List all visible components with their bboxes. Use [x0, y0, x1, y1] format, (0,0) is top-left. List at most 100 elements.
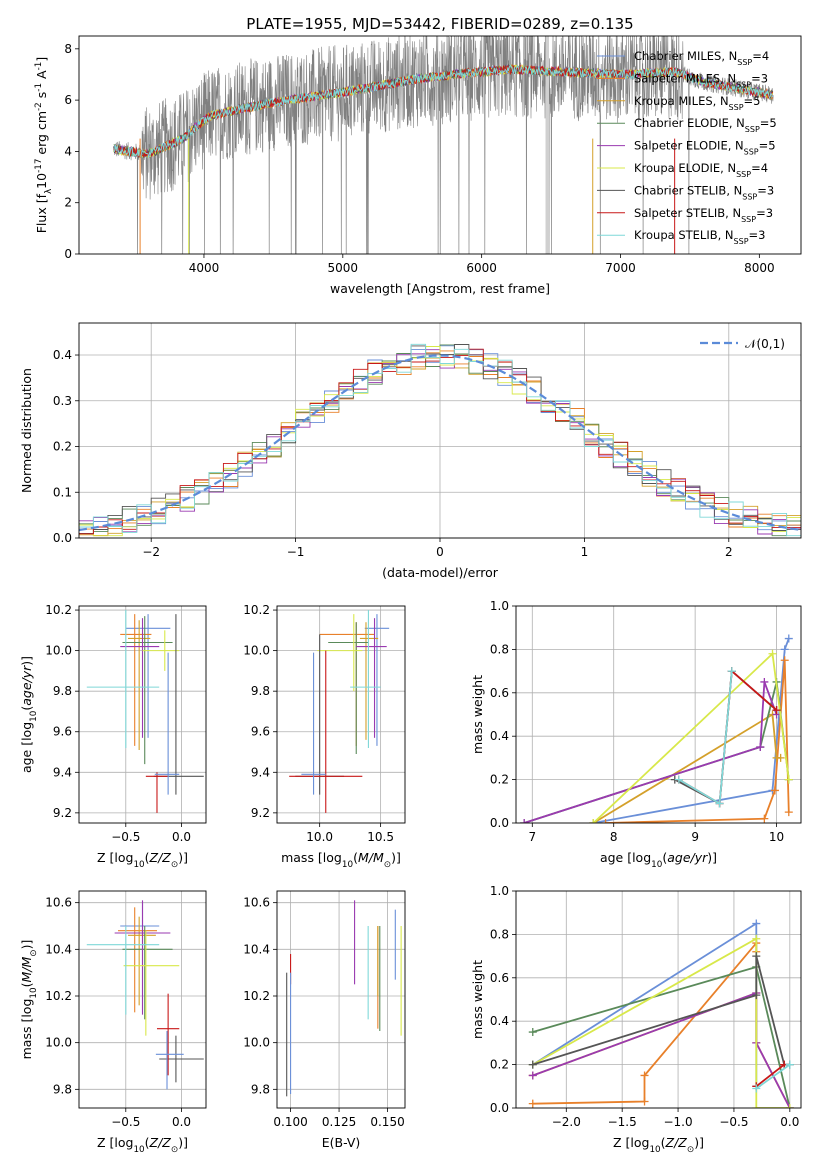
figure-title: PLATE=1955, MJD=53442, FIBERID=0289, z=0… [246, 15, 633, 33]
errorbar-point [328, 622, 369, 755]
x-tick-label: −0.5 [111, 1115, 140, 1129]
x-tick-label: 5000 [328, 261, 359, 275]
x-axis-label: wavelength [Angstrom, rest frame] [330, 281, 550, 296]
mass-weight-marker [601, 819, 610, 823]
mass-weight-marker [760, 814, 769, 823]
y-tick-label: 1.0 [490, 884, 509, 898]
mass-weight-marker [752, 934, 761, 943]
x-tick-label: 10.0 [306, 830, 333, 844]
mass-weight-marker [640, 1071, 649, 1080]
mass-weight-series [532, 955, 790, 1066]
x-tick-label: −0.5 [111, 830, 140, 844]
mass-weight-series [523, 681, 778, 823]
errorbar-point [301, 652, 326, 795]
y-tick-label: 0.4 [53, 348, 72, 362]
y-tick-label: 2 [64, 196, 72, 210]
y-tick-label: 10.4 [45, 942, 72, 956]
x-tick-label: 0.0 [172, 830, 191, 844]
x-axis-label: (data-model)/error [382, 565, 499, 580]
errorbar-point [295, 634, 345, 795]
errorbar-point [153, 614, 204, 795]
axes-frame [78, 322, 802, 539]
model-spectrum-line [113, 64, 774, 158]
y-tick-label: 0.1 [53, 485, 72, 499]
mass-weight-marker [768, 649, 777, 658]
y-tick-label: 9.6 [251, 725, 270, 739]
y-tick-label: 9.4 [251, 765, 270, 779]
x-tick-label: 0 [436, 545, 444, 559]
y-tick-label: 9.8 [53, 684, 72, 698]
mass-weight-series [532, 991, 791, 1108]
mass-weight-series [532, 937, 790, 1108]
y-axis-label: mass weight [470, 675, 485, 754]
legend-label: Salpeter MILES, NSSP=3 [634, 71, 768, 89]
y-tick-label: 0.0 [490, 1101, 509, 1115]
y-tick-label: 1.0 [490, 599, 509, 613]
y-tick-label: 8 [64, 42, 72, 56]
y-tick-label: 0.4 [490, 729, 509, 743]
errorbar-point [120, 618, 160, 738]
y-tick-label: 9.4 [53, 765, 72, 779]
legend-label: Kroupa MILES, NSSP=5 [634, 94, 760, 112]
mass-weight-marker [752, 991, 761, 1000]
y-tick-label: 0.0 [490, 816, 509, 830]
legend-label: 𝒩(0,1) [745, 337, 785, 351]
x-axis-label: E(B-V) [322, 1135, 361, 1150]
plot-area-mw_vs_Z [528, 919, 794, 1108]
axes-frame [515, 890, 802, 1109]
y-tick-label: 0.6 [490, 686, 509, 700]
mass-weight-marker [752, 952, 761, 961]
y-tick-label: 0.0 [53, 531, 72, 545]
y-tick-label: 0.3 [53, 394, 72, 408]
y-tick-label: 9.2 [53, 806, 72, 820]
x-axis-label: Z [log10(Z/Z⊙)] [97, 1135, 188, 1155]
x-tick-label: 7 [528, 830, 536, 844]
y-axis-label: mass weight [470, 960, 485, 1039]
panel-mw_vs_age: 7 8 9 10 0.0 0.2 0.4 0.6 0.8 1.0 age [log10(age/yr… [470, 599, 802, 870]
x-axis-label: mass [log10(M/M⊙)] [281, 850, 401, 870]
y-axis-label: age [log10(age/yr)] [19, 656, 39, 773]
y-tick-label: 9.8 [251, 684, 270, 698]
y-axis-label: Normed distribution [19, 368, 34, 493]
mass-weight-marker [776, 753, 785, 762]
errorbar-point [122, 616, 173, 765]
mass-weight-marker [752, 1084, 761, 1093]
legend: Chabrier MILES, NSSP=4 Salpeter MILES, NS… [597, 49, 777, 246]
mass-weight-marker [784, 634, 793, 643]
mass-weight-marker [752, 919, 761, 928]
legend-label: Salpeter ELODIE, NSSP=5 [634, 139, 776, 157]
mass-weight-marker [520, 819, 529, 823]
plot-area-mass_vs_Z [86, 900, 204, 1090]
x-tick-label: 7000 [605, 261, 636, 275]
legend-label: Chabrier MILES, NSSP=4 [634, 49, 769, 67]
y-axis-label: mass [log10(M/M⊙)] [19, 940, 39, 1060]
x-tick-label: 9 [691, 830, 699, 844]
legend-label: Chabrier ELODIE, NSSP=5 [634, 116, 777, 134]
plot-area-mw_vs_age [520, 634, 793, 823]
mass-weight-marker [528, 1099, 537, 1108]
mass-weight-series [593, 638, 790, 823]
x-axis-label: age [log10(age/yr)] [600, 850, 717, 870]
y-tick-label: 0.8 [490, 927, 509, 941]
mass-weight-marker [674, 775, 683, 784]
errorbar-point [317, 614, 363, 692]
axes-frame [276, 605, 406, 824]
plot-area-age_vs_Z [86, 610, 204, 813]
y-tick-label: 10.0 [243, 644, 270, 658]
mass-weight-marker [772, 706, 781, 715]
errorbar-point [123, 930, 180, 1036]
x-tick-label: −2 [142, 545, 160, 559]
x-tick-label: 6000 [466, 261, 497, 275]
y-tick-label: 0.4 [490, 1014, 509, 1028]
axes-frame [276, 890, 406, 1109]
panel-spectrum: 4000 5000 6000 7000 8000 0 2 4 6 8 wavelength [Ang… [34, 35, 802, 296]
legend-label: Kroupa ELODIE, NSSP=4 [634, 161, 768, 179]
mass-weight-marker [589, 819, 598, 823]
mass-weight-series [755, 1063, 791, 1090]
residual-histogram [79, 343, 801, 537]
mass-weight-marker [785, 1060, 794, 1069]
y-tick-label: 0 [64, 247, 72, 261]
legend-label: Salpeter STELIB, NSSP=3 [634, 206, 773, 224]
panel-mass_vs_Z: −0.5 0.0 9.8 10.0 10.2 10.4 10.6 Z [log10(Z/Z⊙)… [19, 890, 207, 1155]
mass-weight-series [532, 991, 791, 1108]
